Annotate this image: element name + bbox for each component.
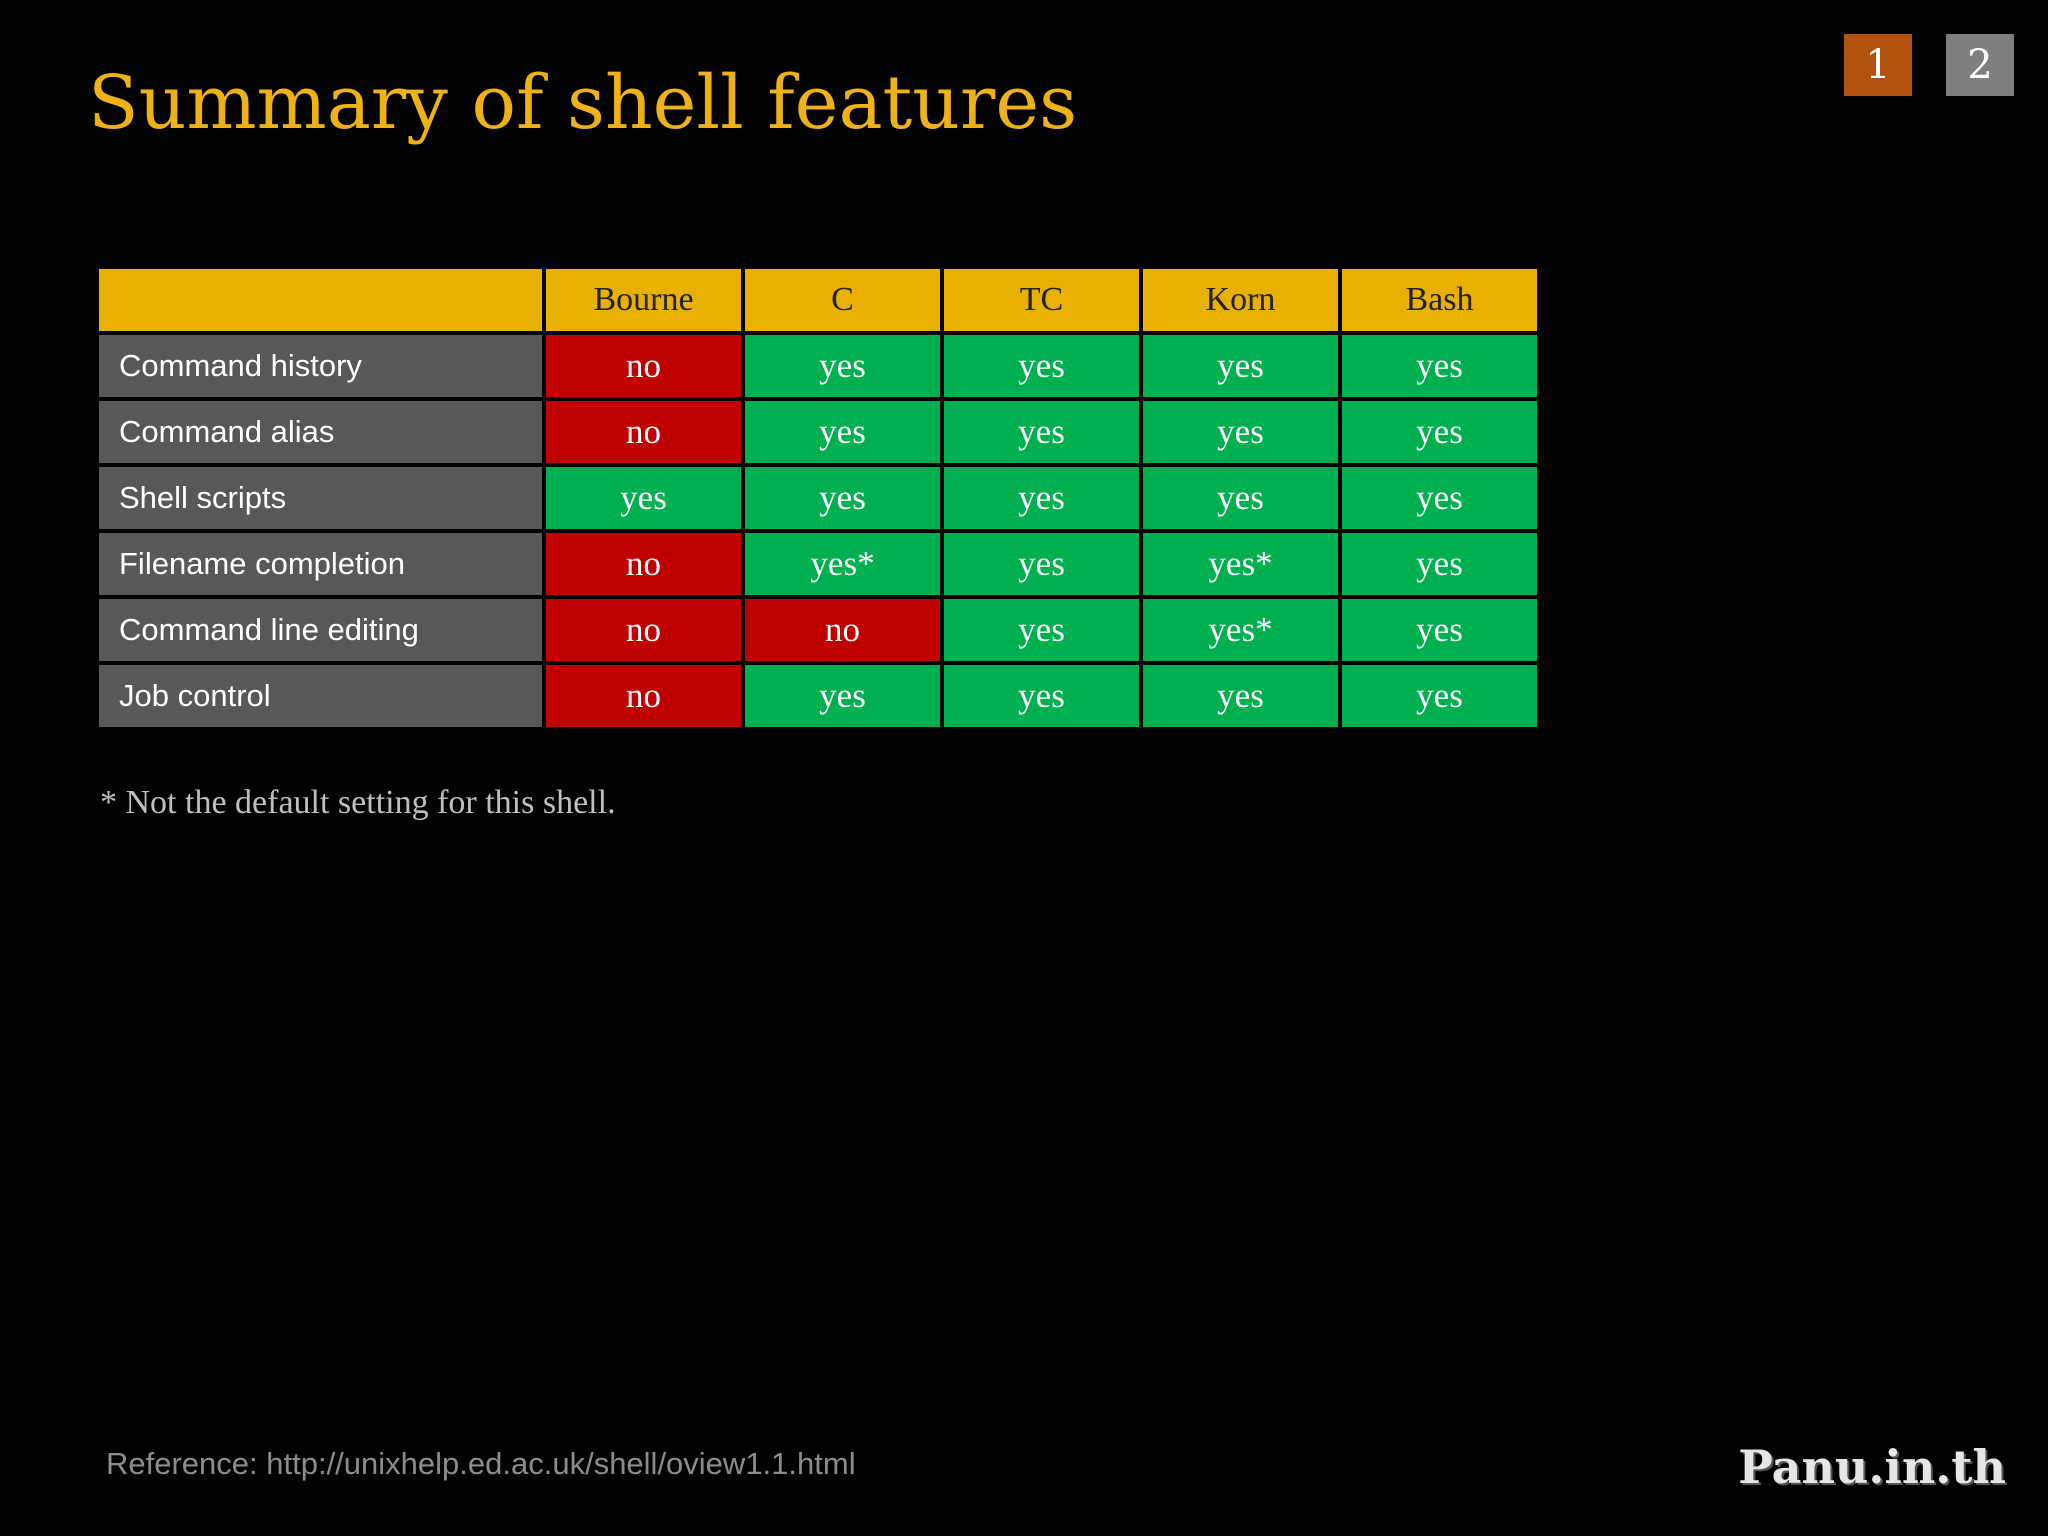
table-cell: yes [745, 401, 940, 463]
table-cell: yes [1342, 533, 1537, 595]
column-header-korn: Korn [1143, 269, 1338, 331]
table-row: Filename completion no yes* yes yes* yes [99, 533, 1537, 595]
table-row: Command history no yes yes yes yes [99, 335, 1537, 397]
table-row: Shell scripts yes yes yes yes yes [99, 467, 1537, 529]
table-cell: yes [1143, 467, 1338, 529]
table-cell: yes [1342, 599, 1537, 661]
column-header-c: C [745, 269, 940, 331]
table-row: Command line editing no no yes yes* yes [99, 599, 1537, 661]
table-cell: yes [1342, 335, 1537, 397]
table-cell: no [546, 401, 741, 463]
footnote: * Not the default setting for this shell… [100, 784, 616, 821]
feature-label: Command line editing [99, 599, 542, 661]
table-cell: yes [1342, 665, 1537, 727]
column-header-tc: TC [944, 269, 1139, 331]
shell-features-table: Bourne C TC Korn Bash Command history no… [95, 265, 1541, 731]
table-cell: yes [1342, 467, 1537, 529]
column-header-bourne: Bourne [546, 269, 741, 331]
table-cell: yes [745, 335, 940, 397]
feature-label: Shell scripts [99, 467, 542, 529]
table-header-row: Bourne C TC Korn Bash [99, 269, 1537, 331]
table-cell: yes [1143, 665, 1338, 727]
table-row: Command alias no yes yes yes yes [99, 401, 1537, 463]
table-cell: yes [944, 599, 1139, 661]
table-cell: yes* [1143, 533, 1338, 595]
table-cell: no [546, 599, 741, 661]
site-logo: Panu.in.th [1738, 1440, 2006, 1494]
feature-label: Command alias [99, 401, 542, 463]
table-cell: no [745, 599, 940, 661]
table-cell: yes* [745, 533, 940, 595]
table-cell: yes [944, 467, 1139, 529]
table-cell: yes [546, 467, 741, 529]
table-cell: no [546, 335, 741, 397]
slide-title: Summary of shell features [88, 60, 1078, 146]
feature-label: Job control [99, 665, 542, 727]
feature-label: Command history [99, 335, 542, 397]
page-button-2[interactable]: 2 [1946, 34, 2014, 96]
table-cell: yes* [1143, 599, 1338, 661]
table-cell: yes [944, 401, 1139, 463]
table-cell: yes [1342, 401, 1537, 463]
table-cell: yes [745, 467, 940, 529]
reference-link: Reference: http://unixhelp.ed.ac.uk/shel… [106, 1446, 856, 1481]
table-cell: yes [1143, 401, 1338, 463]
table-cell: yes [1143, 335, 1338, 397]
table-cell: no [546, 533, 741, 595]
table-cell: no [546, 665, 741, 727]
table-cell: yes [944, 335, 1139, 397]
table-cell: yes [944, 665, 1139, 727]
header-corner-cell [99, 269, 542, 331]
page-button-1[interactable]: 1 [1844, 34, 1912, 96]
table-cell: yes [745, 665, 940, 727]
table-row: Job control no yes yes yes yes [99, 665, 1537, 727]
column-header-bash: Bash [1342, 269, 1537, 331]
feature-label: Filename completion [99, 533, 542, 595]
table-cell: yes [944, 533, 1139, 595]
page-navigation: 1 2 [1844, 34, 2014, 96]
